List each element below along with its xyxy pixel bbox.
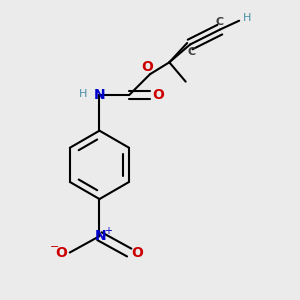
Text: C: C xyxy=(216,17,224,27)
Text: N: N xyxy=(94,88,105,102)
Text: −: − xyxy=(50,242,59,252)
Text: O: O xyxy=(132,245,143,260)
Text: +: + xyxy=(104,226,112,236)
Text: H: H xyxy=(79,88,87,98)
Text: C: C xyxy=(188,47,196,57)
Text: O: O xyxy=(141,60,153,74)
Text: O: O xyxy=(56,245,68,260)
Text: O: O xyxy=(152,88,164,102)
Text: H: H xyxy=(242,13,251,23)
Text: N: N xyxy=(95,229,107,243)
